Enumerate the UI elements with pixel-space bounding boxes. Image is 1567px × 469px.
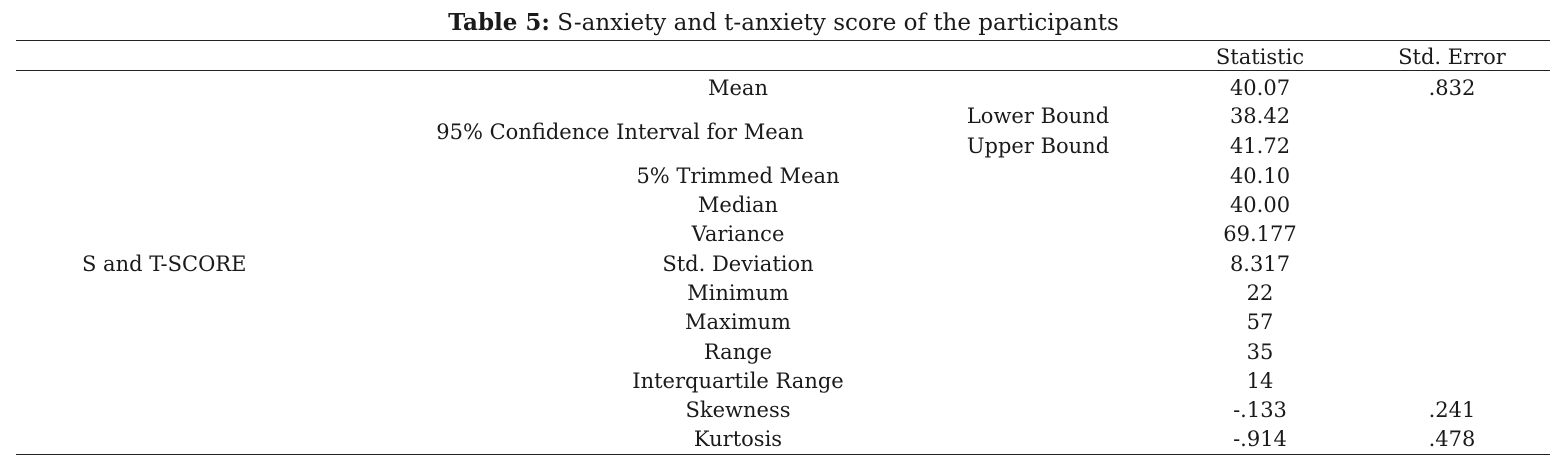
row-label-mean: Mean xyxy=(708,76,768,100)
value-minimum: 22 xyxy=(1246,281,1274,305)
value-median: 40.00 xyxy=(1229,193,1291,217)
value-maximum: 57 xyxy=(1246,310,1274,334)
error-mean: .832 xyxy=(1428,76,1476,100)
value-mean: 40.07 xyxy=(1229,76,1291,100)
value-std-deviation: 8.317 xyxy=(1229,252,1291,276)
row-label-kurtosis: Kurtosis xyxy=(693,427,783,451)
row-label-median: Median xyxy=(697,193,779,217)
value-ci-lower: 38.42 xyxy=(1229,104,1291,128)
value-skewness: -.133 xyxy=(1233,398,1287,422)
value-kurtosis: -.914 xyxy=(1233,427,1287,451)
row-label-skewness: Skewness xyxy=(685,398,791,422)
ci-upper-label: Upper Bound xyxy=(966,134,1110,158)
value-iqr: 14 xyxy=(1246,369,1274,393)
row-label-range: Range xyxy=(703,340,773,364)
ci-lower-label: Lower Bound xyxy=(966,104,1110,128)
header-rule xyxy=(16,70,1550,71)
row-label-std-deviation: Std. Deviation xyxy=(662,252,814,276)
table-caption: Table 5: S-anxiety and t-anxiety score o… xyxy=(0,8,1567,38)
group-label: S and T-SCORE xyxy=(82,252,247,276)
row-label-minimum: Minimum xyxy=(687,281,789,305)
row-label-trimmed-mean: 5% Trimmed Mean xyxy=(636,164,840,188)
error-kurtosis: .478 xyxy=(1428,427,1476,451)
row-label-variance: Variance xyxy=(691,222,785,246)
row-label-maximum: Maximum xyxy=(685,310,791,334)
value-trimmed-mean: 40.10 xyxy=(1229,164,1291,188)
error-skewness: .241 xyxy=(1428,398,1476,422)
header-std-error: Std. Error xyxy=(1398,45,1506,69)
top-rule xyxy=(16,40,1550,41)
row-label-ci: 95% Confidence Interval for Mean xyxy=(436,120,804,144)
caption-text: S-anxiety and t-anxiety score of the par… xyxy=(549,10,1119,36)
row-label-iqr: Interquartile Range xyxy=(632,369,844,393)
bottom-rule xyxy=(16,454,1550,455)
header-statistic: Statistic xyxy=(1215,45,1305,69)
caption-label: Table 5: xyxy=(448,9,550,36)
value-variance: 69.177 xyxy=(1223,222,1297,246)
value-range: 35 xyxy=(1246,340,1274,364)
value-ci-upper: 41.72 xyxy=(1229,134,1291,158)
